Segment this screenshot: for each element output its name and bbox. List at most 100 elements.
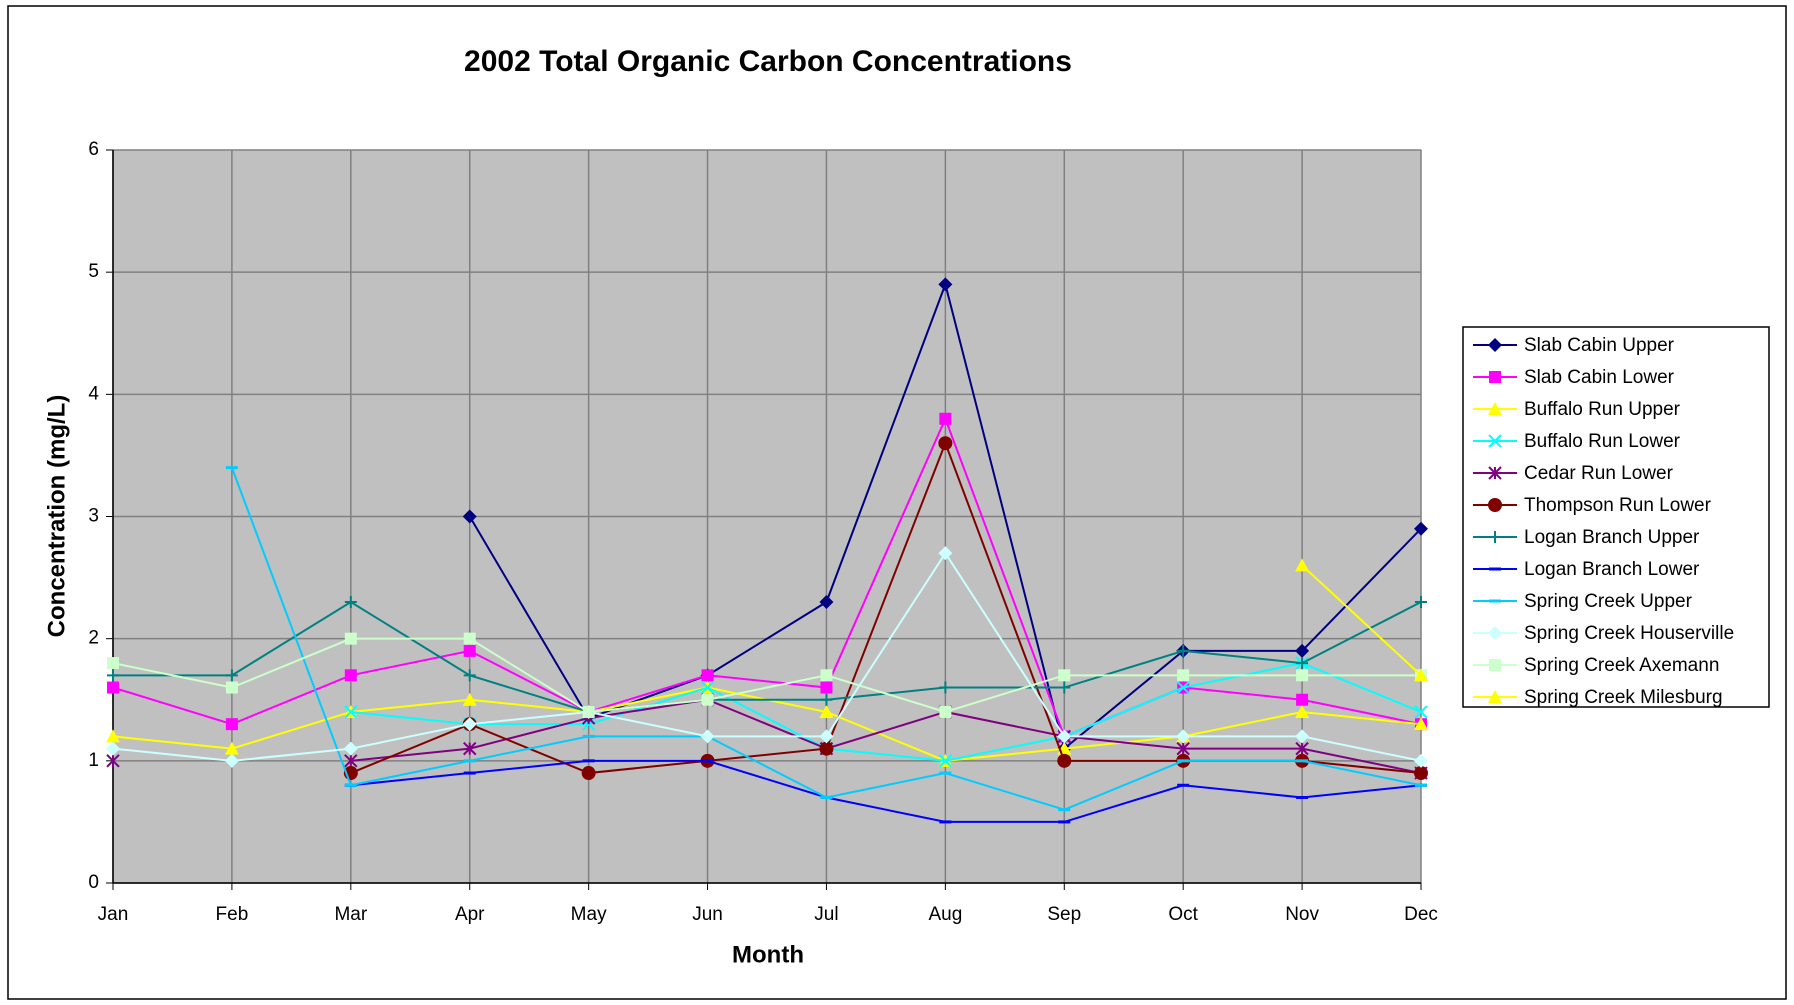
data-point [701,693,714,706]
data-point [1176,729,1191,744]
legend-label: Logan Branch Upper [1524,527,1700,548]
data-point [582,759,595,763]
data-point [1296,693,1309,706]
y-tick-label: 4 [88,383,99,404]
data-point [820,693,833,706]
series-line [113,600,1422,713]
data-point [1296,759,1309,763]
data-point [582,734,595,738]
y-tick-label: 0 [88,872,99,893]
data-point [938,754,953,768]
y-tick-label: 5 [88,261,99,282]
legend-label: Slab Cabin Lower [1524,367,1675,388]
data-point [819,595,834,610]
legend-marker [1488,338,1502,352]
data-point [1414,753,1428,768]
data-point [939,681,952,694]
legend-marker [1488,498,1502,512]
series-line [112,416,1422,738]
x-tick-label: Jun [692,904,723,925]
data-point [819,729,834,744]
y-tick-label: 1 [88,750,99,771]
data-point [1296,669,1309,682]
data-point [1414,766,1428,781]
legend-label: Slab Cabin Upper [1524,335,1675,356]
series-line [112,637,1421,714]
x-tick-label: May [571,904,607,925]
legend-label: Spring Creek Houserville [1524,623,1734,644]
x-tick-label: Nov [1285,904,1319,925]
data-point [939,771,952,775]
data-point [1295,558,1310,572]
data-point [938,277,953,292]
data-point [582,705,595,718]
data-point [820,795,833,799]
legend-label: Cedar Run Lower [1524,463,1674,484]
data-point [1414,521,1428,536]
legend-marker [1488,690,1502,703]
data-point [462,509,477,524]
y-tick-label: 6 [88,139,99,160]
legend-box [1462,326,1770,708]
data-point [463,771,476,775]
data-point [463,632,476,645]
legend-label: Spring Creek Milesburg [1524,687,1723,708]
data-point [1296,795,1309,799]
data-point [1296,657,1309,670]
data-point [939,705,952,718]
data-point [939,412,952,425]
data-point [1177,644,1190,657]
data-point [106,729,120,743]
series-line [1301,564,1422,677]
data-point [107,657,119,670]
legend-marker [1489,371,1501,383]
data-point [581,717,596,731]
x-tick-label: Jan [98,904,129,925]
data-point [224,753,239,768]
legend-marker [1489,567,1501,571]
x-tick-label: Mar [334,904,367,925]
x-tick-label: Sep [1047,904,1081,925]
x-tick-label: Jul [814,904,838,925]
data-point [225,669,238,682]
data-point [1176,680,1190,695]
legend-marker [1488,402,1502,415]
chart-title: 2002 Total Organic Carbon Concentrations [464,45,1072,78]
legend-marker [1489,531,1501,543]
x-tick-label: Apr [455,904,485,925]
data-point [462,692,477,706]
data-point [1057,753,1072,768]
data-point [344,783,357,787]
data-point [1058,820,1071,824]
data-point [1058,681,1071,694]
series-line [350,759,1422,823]
legend-marker [1488,434,1502,448]
x-tick-label: Feb [216,904,249,925]
data-point [463,669,476,682]
y-axis-label: Concentration (mg/L) [43,395,70,638]
legend-label: Logan Branch Lower [1524,559,1700,580]
data-point [819,741,834,756]
data-point [1295,741,1309,756]
data-point [1057,729,1072,744]
data-point [224,741,239,755]
legend-label: Spring Creek Upper [1524,591,1693,612]
data-point [1177,759,1190,763]
data-point [1295,704,1310,718]
legend-marker [1488,466,1502,480]
data-point [343,741,358,756]
series-line [112,551,1422,762]
data-point [344,705,358,719]
legend-marker [1488,626,1502,640]
data-point [819,704,834,718]
data-point [939,820,952,824]
y-tick-label: 2 [88,628,99,649]
data-point [701,669,714,682]
data-point [106,741,120,756]
data-point [700,680,715,695]
data-point [701,759,714,763]
legend-marker [1489,599,1501,603]
x-tick-label: Oct [1168,904,1198,925]
data-point [820,681,833,694]
